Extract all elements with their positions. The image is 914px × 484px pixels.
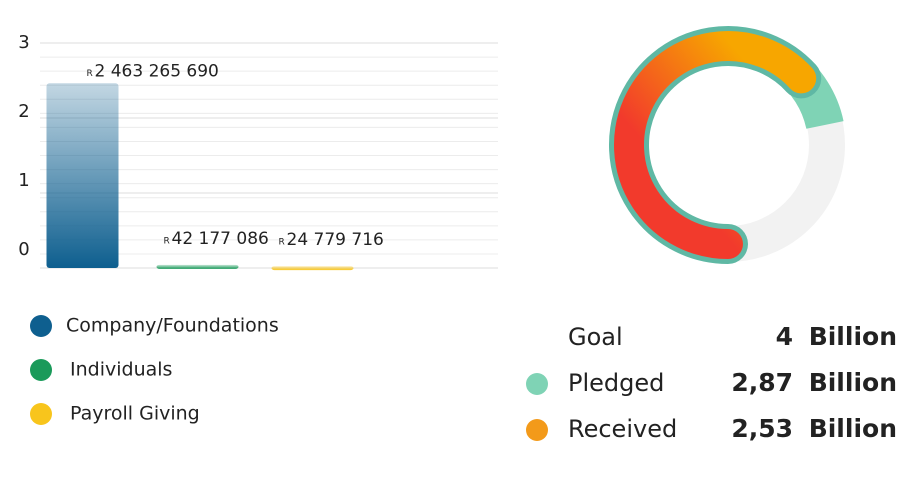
legend-value: 4 xyxy=(776,322,793,351)
legend-label: Company/Foundations xyxy=(66,315,279,337)
legend-marker xyxy=(30,359,52,381)
legend-label: Individuals xyxy=(70,359,172,381)
legend-marker xyxy=(30,315,52,337)
bar xyxy=(156,264,239,269)
legend-unit: Billion xyxy=(809,414,897,443)
legend-unit: Billion xyxy=(809,368,897,397)
legend-value: 2,87 xyxy=(731,368,793,397)
y-tick-label: 0 xyxy=(18,239,29,260)
legend-unit: Billion xyxy=(809,322,897,351)
currency-symbol: R xyxy=(87,69,93,79)
legend-marker xyxy=(526,373,548,395)
y-tick-label: 3 xyxy=(18,32,29,53)
received-arc xyxy=(614,31,817,259)
currency-symbol: R xyxy=(279,238,285,248)
legend-label: Payroll Giving xyxy=(70,403,200,425)
legend-label: Pledged xyxy=(568,369,664,397)
legend-value: 2,53 xyxy=(731,414,793,443)
value-label: 24 779 716 xyxy=(287,230,384,250)
legend-label: Goal xyxy=(568,323,623,351)
legend-label: Received xyxy=(568,415,677,443)
legend-marker xyxy=(526,419,548,441)
bar xyxy=(46,83,119,269)
y-tick-label: 1 xyxy=(18,170,29,191)
bar xyxy=(271,266,354,271)
value-label: 2 463 265 690 xyxy=(95,61,219,81)
legend-marker xyxy=(30,403,52,425)
value-label: 42 177 086 xyxy=(172,229,269,249)
y-tick-label: 2 xyxy=(18,101,29,122)
currency-symbol: R xyxy=(164,236,170,246)
